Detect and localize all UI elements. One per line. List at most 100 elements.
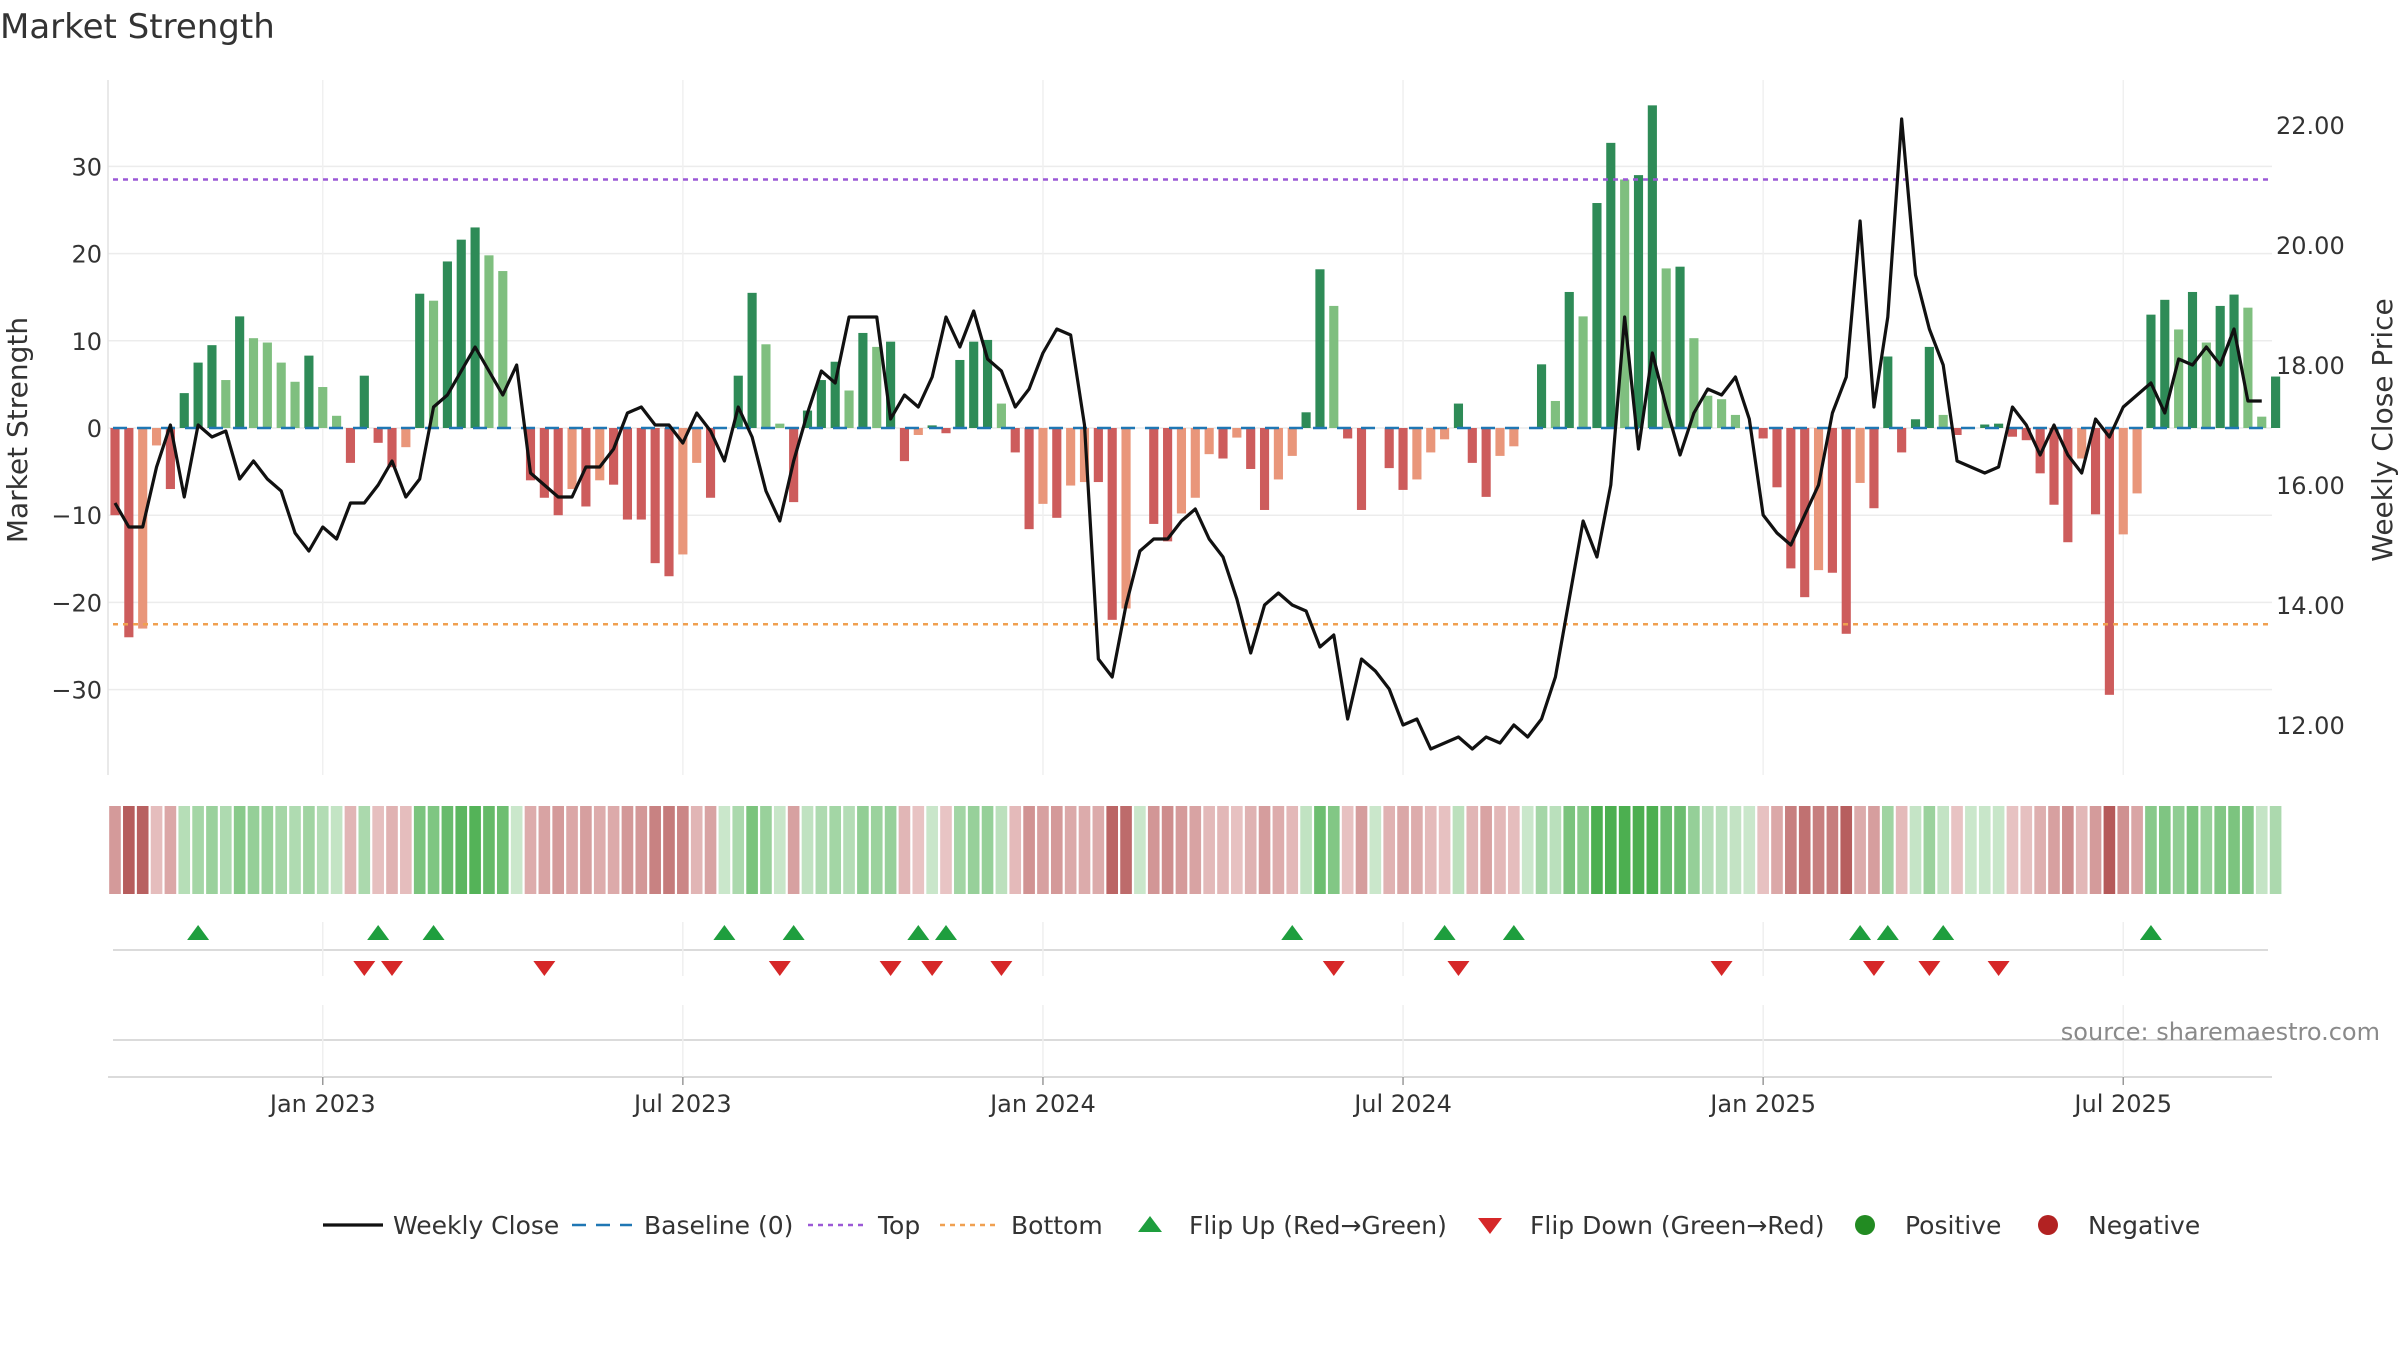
heat-cell [1452,806,1465,894]
strength-bar [1606,142,1616,429]
heat-cell [1369,806,1382,894]
heat-cell [2269,806,2282,894]
heat-cell [1563,806,1576,894]
heat-cell [1203,806,1215,894]
heat-cell [316,806,329,894]
flip-up-marker [907,925,930,940]
heat-cell [1923,806,1936,894]
strength-bar [1883,356,1893,428]
legend-flip-up-icon [1138,1216,1162,1232]
heat-cell [1812,806,1825,894]
right-tick-label: 18.00 [2276,352,2345,380]
strength-bar [1786,428,1796,569]
strength-bar [2201,342,2211,428]
heat-cell [2089,806,2102,894]
strength-bar [830,361,840,428]
heat-cell [2158,806,2171,894]
heat-cell [912,806,925,894]
flip-up-marker [187,925,210,940]
strength-bar [387,428,397,468]
heat-cell [2131,806,2143,894]
heat-cell [1161,806,1174,894]
strength-bar [1661,268,1671,428]
right-tick-label: 14.00 [2276,592,2345,620]
flip-up-marker [422,925,445,940]
heat-cell [386,806,398,894]
heat-cell [1715,806,1728,894]
heat-cell [1701,806,1714,894]
strength-bar [1952,428,1962,435]
strength-bar [761,344,771,428]
heat-cell [1937,806,1950,894]
heat-cell [663,806,675,894]
strength-bar [1246,428,1256,469]
heat-cell [1785,806,1797,894]
heat-cell [1743,806,1756,894]
strength-bar [1495,428,1505,456]
strength-bar [1093,428,1103,483]
strength-bar [1329,305,1339,428]
strength-bar [2160,299,2170,428]
heat-cell [372,806,384,894]
x-tick-label: Jul 2025 [2072,1090,2172,1118]
heat-cell [455,806,468,894]
strength-bar [1287,428,1297,456]
strength-bar [1176,428,1187,514]
strength-bar [193,362,203,428]
heat-cell [1383,806,1396,894]
strength-bar [2090,428,2101,515]
strength-bar [470,227,480,428]
heat-cell [275,806,288,894]
heat-cell [1798,806,1811,894]
strength-bar [1066,428,1076,486]
heat-cell [1411,806,1423,894]
heat-cell [1037,806,1049,894]
heat-cell [995,806,1008,894]
strength-bar [1356,428,1367,510]
heat-cell [1881,806,1894,894]
heat-cell [1106,806,1119,894]
strength-bar [996,403,1006,428]
strength-bar [816,380,826,428]
heat-cell [677,806,689,894]
heat-cell [1424,806,1437,894]
strength-bar [179,393,189,428]
strength-bar [1412,428,1422,480]
heat-cell [1217,806,1229,894]
legend-label-bottom: Bottom [1011,1211,1103,1240]
heat-cell [247,806,260,894]
heat-cell [2075,806,2088,894]
strength-bar [1426,428,1436,453]
strength-bar [1440,428,1450,440]
heat-cell [2103,806,2116,894]
strength-bar [1273,428,1283,480]
heat-cell [178,806,191,894]
heat-cell [1757,806,1769,894]
heat-cell [136,806,149,894]
heat-cell [718,806,731,894]
left-tick-label: 0 [87,415,102,443]
heat-cell [2048,806,2060,894]
x-tick-label: Jan 2025 [1708,1090,1816,1118]
strength-bar [1079,428,1090,483]
flip-down-marker [353,961,376,976]
strength-bar [359,375,369,428]
strength-bar [1218,428,1228,459]
left-tick-label: −20 [51,589,102,617]
strength-bar [456,239,466,428]
strength-bar [858,332,868,428]
strength-bar [622,428,633,520]
strength-bar [1813,428,1824,571]
strength-bar [802,410,813,428]
heat-cell [690,806,703,894]
heat-cell [981,806,994,894]
legend-label-flip_up: Flip Up (Red→Green) [1189,1211,1447,1240]
heat-cell [898,806,911,894]
strength-bar [1924,346,1934,428]
heat-cell [829,806,842,894]
heat-cell [289,806,301,894]
heat-cell [2172,806,2185,894]
heat-cell [2020,806,2033,894]
heat-cell [150,806,163,894]
